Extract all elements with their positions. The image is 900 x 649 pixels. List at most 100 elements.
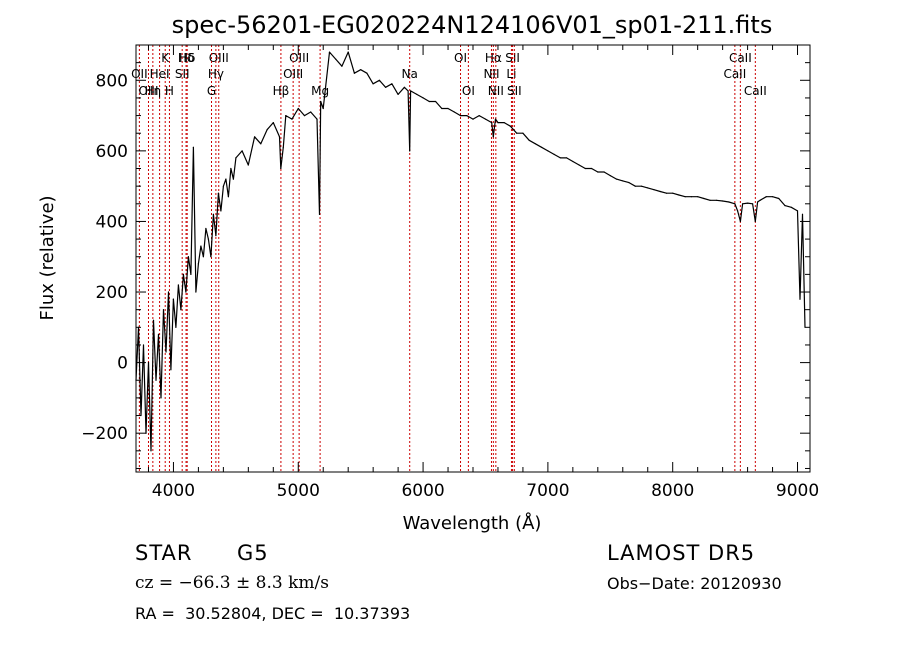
spectrum-data-point <box>799 298 801 300</box>
y-tick-label: 800 <box>96 71 128 91</box>
spectrum-data-point <box>360 69 362 71</box>
spectrum-data-point <box>522 132 524 134</box>
spectral-line-label: G <box>207 84 216 98</box>
y-axis-label: Flux (relative) <box>37 195 58 320</box>
spectral-line-label: SII <box>505 51 520 65</box>
spectral-line-label: OIII <box>283 67 303 81</box>
spectrum-series-line <box>135 51 806 452</box>
spectrum-data-point <box>428 100 430 103</box>
spectrum-data-point <box>320 100 322 103</box>
spectrum-data-point <box>754 220 756 222</box>
spectrum-data-point <box>772 196 774 198</box>
plot-frame <box>135 44 811 473</box>
spectrum-data-point <box>210 256 212 258</box>
spectrum-data-point <box>678 194 680 196</box>
spectrum-data-point <box>739 220 742 222</box>
spectrum-data-point <box>341 65 343 67</box>
spectral-line-label: HeI <box>150 67 170 81</box>
redshift-velocity: cz = −66.3 ± 8.3 km/s <box>135 573 329 593</box>
spectrum-data-point <box>280 167 282 170</box>
spectral-line-label: H <box>165 84 174 98</box>
spectrum-data-point <box>207 238 209 240</box>
spectrum-data-point <box>509 125 511 127</box>
spectral-line-label: Hβ <box>273 84 290 98</box>
spectral-line-label: Mg <box>311 84 329 98</box>
spectrum-data-point <box>266 129 268 131</box>
x-tick-label: 4000 <box>152 481 195 501</box>
observation-date: Obs−Date: 20120930 <box>607 574 782 593</box>
spectral-line-label: Hη <box>145 84 162 98</box>
data-release: LAMOST DR5 <box>607 541 756 565</box>
spectrum-data-point <box>572 160 574 163</box>
spectrum-data-point <box>634 185 636 187</box>
spectrum-data-point <box>247 164 249 166</box>
spectrum-data-point <box>177 284 179 286</box>
spectrum-data-point <box>653 189 655 191</box>
spectrum-data-point <box>737 210 739 212</box>
spectrum-data-point <box>528 139 530 141</box>
spectrum-data-point <box>584 167 586 170</box>
spectrum-data-point <box>734 203 736 205</box>
spectrum-data-point <box>291 118 293 120</box>
spectrum-data-point <box>615 178 618 180</box>
spectrum-data-point <box>410 90 412 92</box>
spectral-line-label: OI <box>462 84 475 98</box>
spectrum-data-point <box>160 397 162 399</box>
spectrum-data-point <box>757 201 759 203</box>
x-axis-label: Wavelength (Å) <box>403 512 542 534</box>
spectrum-data-point <box>559 157 562 159</box>
spectrum-data-point <box>353 72 355 74</box>
spectrum-data-point <box>609 175 611 177</box>
spectral-line-label: CaII <box>729 51 752 65</box>
spectrum-data-point <box>202 256 204 258</box>
spectral-line-label: NII <box>483 67 499 81</box>
spectrum-data-point <box>665 192 668 194</box>
spectrum-data-point <box>622 180 624 182</box>
spectrum-data-point <box>416 93 418 95</box>
spectrum-data-point <box>435 100 437 103</box>
spectrum-data-point <box>784 205 786 207</box>
spectrum-data-point <box>603 171 605 173</box>
spectrum-data-point <box>597 171 599 173</box>
spectral-line-label: NII <box>488 84 504 98</box>
spectrum-data-point <box>147 362 150 364</box>
spectrum-data-point <box>494 118 497 120</box>
chart-title: spec-56201-EG020224N124106V01_sp01-211.f… <box>172 11 773 39</box>
y-tick-label: 200 <box>96 283 128 303</box>
spectrum-data-point <box>591 167 593 170</box>
spectrum-data-point <box>541 146 543 148</box>
spectral-line-label: K <box>161 51 170 65</box>
spectrum-data-point <box>553 153 555 155</box>
spectrum-data-point <box>397 93 399 95</box>
spectrum-data-point <box>640 185 643 187</box>
spectrum-data-point <box>297 107 299 110</box>
spectrum-data-point <box>403 86 405 88</box>
spectrum-data-point <box>441 107 443 110</box>
spectral-line-label: OIII <box>289 51 309 65</box>
spectral-line-label: SII <box>507 84 522 98</box>
spectrum-data-point <box>217 192 219 194</box>
spectral-line-label: OIII <box>209 51 229 65</box>
spectrum-data-point <box>407 90 409 92</box>
spectrum-data-point <box>310 111 312 113</box>
spectrum-data-point <box>578 164 580 166</box>
spectrum-data-point <box>516 132 518 134</box>
spectrum-data-point <box>187 256 189 258</box>
y-tick-label: 400 <box>96 212 128 232</box>
spectrum-data-point <box>759 199 761 201</box>
spectrum-data-point <box>170 369 172 371</box>
spectrum-data-point <box>484 118 487 120</box>
spectrum-data-point <box>366 72 368 74</box>
spectrum-data-point <box>197 263 199 265</box>
spectrum-data-point <box>318 213 321 215</box>
spectrum-data-point <box>220 210 222 212</box>
spectrum-data-point <box>742 203 744 205</box>
spectrum-data-point <box>472 118 474 120</box>
spectrum-data-point <box>260 143 262 145</box>
spectrum-data-point <box>453 111 455 113</box>
spectrum-data-point <box>335 58 337 60</box>
spectral-line-label: Li <box>506 67 516 81</box>
spectrum-data-point <box>684 196 686 198</box>
spectrum-data-point <box>422 97 424 99</box>
